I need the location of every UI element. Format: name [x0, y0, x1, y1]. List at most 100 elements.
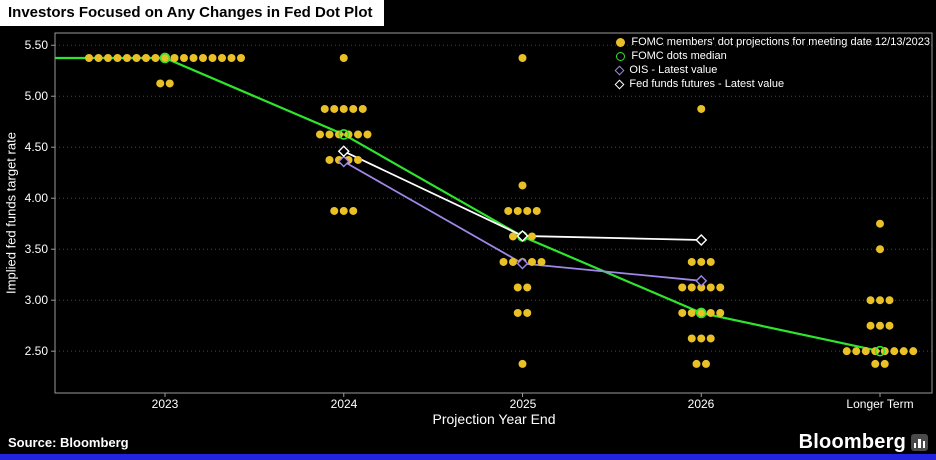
fomc-dot: [208, 53, 217, 62]
ois-diamond-marker: [337, 155, 350, 168]
fomc-dot: [358, 104, 367, 113]
ois-diamond-marker: [695, 274, 708, 287]
fomc-dot: [513, 308, 522, 317]
fomc-dot: [94, 53, 103, 62]
axis-ticks: [51, 44, 881, 397]
fomc-dot: [330, 206, 339, 215]
fomc-dot: [523, 308, 532, 317]
fomc-dot: [706, 283, 715, 292]
fomc-dot: [354, 155, 362, 164]
x-tick-label: 2025: [509, 397, 537, 411]
fed-dot-plot-chart: Implied fed funds target rate Projection…: [0, 26, 936, 430]
fomc-dot: [504, 206, 513, 215]
fomc-dot: [325, 130, 334, 139]
fomc-dot: [687, 257, 696, 266]
fomc-dot: [354, 130, 362, 139]
legend-label: FOMC dots median: [631, 50, 727, 62]
fomc-dot: [697, 257, 706, 266]
diamond-markers: [337, 145, 708, 247]
fomc-dot: [702, 359, 710, 368]
y-tick-label: 5.50: [24, 38, 48, 52]
fomc-dot: [716, 283, 725, 292]
diamond-markers: [337, 155, 708, 287]
fomc-dot: [885, 321, 894, 330]
fomc-dot: [104, 53, 112, 62]
diamond-marker-icon: [614, 65, 625, 75]
y-tick-label: 3.00: [24, 293, 48, 307]
ois-diamond-marker: [516, 257, 529, 270]
futures-diamond-marker: [695, 234, 708, 247]
median-marker: [874, 345, 886, 357]
fomc-dot: [697, 334, 706, 343]
median-marker: [338, 129, 350, 140]
fomc-dot: [339, 53, 348, 62]
fomc-dot: [165, 79, 174, 88]
fomc-dot: [509, 232, 517, 241]
fomc-dot: [509, 257, 517, 266]
y-tick-label: 3.50: [24, 242, 48, 256]
fomc-dot: [161, 53, 169, 62]
median-marker: [159, 52, 171, 64]
y-axis-title: Implied fed funds target rate: [3, 132, 19, 294]
legend: FOMC members' dot projections for meetin…: [614, 36, 930, 90]
fomc-dot: [316, 130, 324, 139]
fomc-dot: [876, 321, 884, 330]
fomc-dot: [123, 53, 131, 62]
fomc-dot: [170, 53, 179, 62]
fomc-dot: [218, 53, 226, 62]
fomc-dot: [518, 359, 527, 368]
bloomberg-logo: Bloomberg: [799, 431, 928, 454]
x-axis-title: Projection Year End: [432, 411, 556, 427]
fomc-dot: [532, 206, 541, 215]
fomc-dot: [880, 359, 889, 368]
page-title: Investors Focused on Any Changes in Fed …: [0, 0, 385, 26]
y-tick-label: 5.00: [24, 89, 48, 103]
median-marker: [695, 307, 707, 319]
fomc-dot: [697, 308, 706, 317]
fomc-dot: [876, 296, 884, 305]
fomc-dot: [885, 296, 894, 305]
legend-label: FOMC members' dot projections for meetin…: [631, 36, 930, 48]
diamond-marker-icon: [614, 79, 625, 89]
fomc-dot: [227, 53, 236, 62]
fomc-dot: [523, 206, 532, 215]
fomc-dot: [189, 53, 198, 62]
fomc-dot: [852, 347, 861, 356]
legend-item: FOMC dots median: [616, 50, 930, 62]
fomc-dot: [687, 308, 696, 317]
fomc-dot: [706, 257, 715, 266]
x-tick-label: 2023: [151, 397, 179, 411]
plot-frame: [54, 32, 933, 394]
plot-canvas: [51, 32, 933, 397]
dot-marker-icon: [616, 37, 626, 47]
fomc-dot: [861, 347, 870, 356]
fomc-dot: [518, 181, 527, 190]
fomc-dot: [697, 104, 706, 113]
circle-markers: [159, 52, 886, 357]
futures-diamond-marker: [337, 145, 350, 158]
fomc-dot: [706, 308, 715, 317]
fomc-dot: [890, 347, 899, 356]
title-bar: Investors Focused on Any Changes in Fed …: [0, 0, 936, 26]
fomc-dot: [513, 206, 522, 215]
bottom-blue-bar: [0, 454, 936, 460]
legend-label: OIS - Latest value: [629, 64, 718, 76]
fomc-dot: [876, 245, 884, 254]
fomc-dot: [156, 79, 165, 88]
fomc-dot: [320, 104, 329, 113]
fomc-dot: [180, 53, 188, 62]
fomc-dot: [113, 53, 122, 62]
y-tick-label: 2.50: [24, 344, 48, 358]
fomc-dot: [528, 232, 536, 241]
futures-diamond-marker: [516, 229, 529, 242]
fomc-dot: [687, 283, 696, 292]
fomc-dot: [716, 308, 725, 317]
fomc-dots-median-line: [55, 56, 881, 353]
fomc-dot: [325, 155, 334, 164]
legend-item: FOMC members' dot projections for meetin…: [616, 36, 930, 48]
fomc-dot: [363, 130, 372, 139]
fomc-dot: [349, 206, 358, 215]
x-tick-label: 2026: [687, 397, 715, 411]
fomc-dot: [132, 53, 141, 62]
legend-label: Fed funds futures - Latest value: [629, 78, 785, 90]
